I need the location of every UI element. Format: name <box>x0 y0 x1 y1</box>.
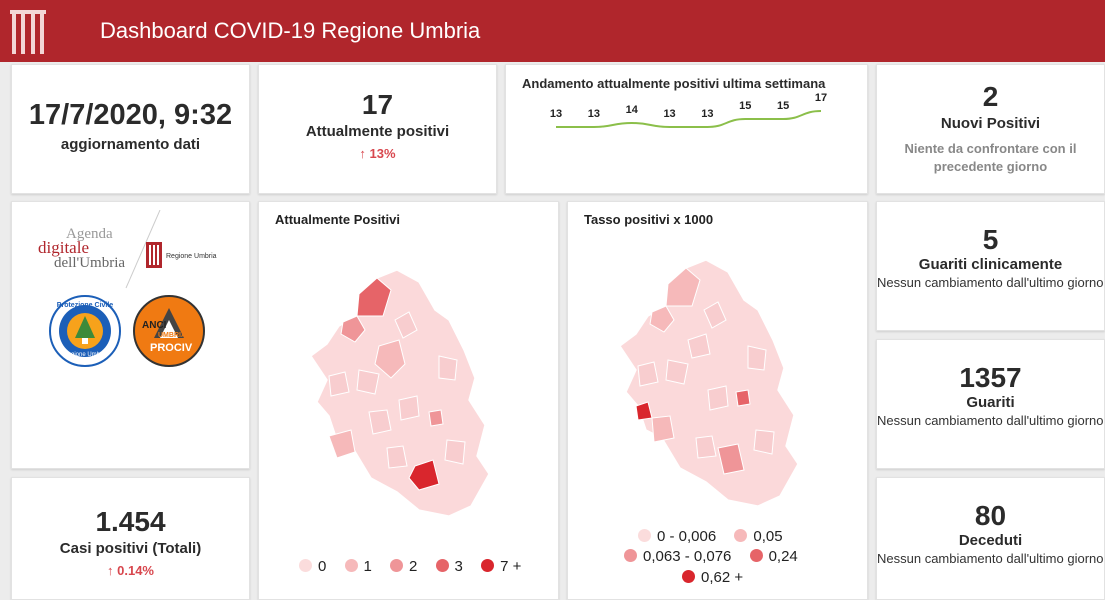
regione-umbria-logo: Regione Umbria <box>146 242 217 268</box>
recovered-card: 1357 Guariti Nessun cambiamento dall'ult… <box>876 339 1105 469</box>
deceased-note: Nessun cambiamento dall'ultimo giorno <box>877 551 1104 566</box>
legend-item: 0 - 0,006 <box>638 528 716 545</box>
trend-point-label: 13 <box>550 108 562 120</box>
trend-line <box>555 110 822 128</box>
trend-point-label: 17 <box>815 92 827 104</box>
total-value: 1.454 <box>95 506 166 537</box>
recovered-value: 1357 <box>959 362 1022 393</box>
map-rate-title: Tasso positivi x 1000 <box>584 212 714 227</box>
protezione-civile-logo <box>49 295 121 367</box>
update-datetime: 17/7/2020, 9:32 <box>28 99 233 131</box>
update-card: 17/7/2020, 9:32 aggiornamento dati <box>11 64 250 194</box>
prociv-text: PROCIV <box>150 342 193 354</box>
arrow-up-icon: ↑ <box>107 563 114 578</box>
total-card: 1.454 Casi positivi (Totali) ↑ 0.14% <box>11 477 250 600</box>
new-positive-note: Niente da confrontare con il precedente … <box>904 141 1077 174</box>
umbria-coat-icon <box>10 10 46 54</box>
umbria-coat-small-icon <box>146 242 162 268</box>
deceased-card: 80 Deceduti Nessun cambiamento dall'ulti… <box>876 477 1105 600</box>
legend-item: 2 <box>390 558 417 575</box>
trend-title: Andamento attualmente positivi ultima se… <box>522 76 826 91</box>
trend-point-label: 13 <box>701 108 713 120</box>
umbria-map-rate[interactable] <box>608 250 838 510</box>
map-positive-title: Attualmente Positivi <box>275 212 400 227</box>
total-label: Casi positivi (Totali) <box>59 540 202 557</box>
page-title: Dashboard COVID-19 Regione Umbria <box>100 18 481 43</box>
active-card: 17 Attualmente positivi ↑ 13% <box>258 64 497 194</box>
protezione-civile-subtext: Regione Umbria <box>63 352 107 358</box>
trend-point-label: 13 <box>588 108 600 120</box>
recovered-note: Nessun cambiamento dall'ultimo giorno <box>877 413 1104 428</box>
trend-point-label: 15 <box>739 100 751 112</box>
recovered-clinical-value: 5 <box>982 224 999 255</box>
trend-point-label: 15 <box>777 100 789 112</box>
map-positive-legend: 0 1 2 3 7 + <box>299 558 535 575</box>
protezione-civile-text: Protezione Civile <box>56 302 114 309</box>
active-label: Attualmente positivi <box>305 123 450 140</box>
arrow-up-icon: ↑ <box>359 146 366 161</box>
trend-card: Andamento attualmente positivi ultima se… <box>505 64 868 194</box>
legend-item: 0,62 + <box>682 569 743 586</box>
anci-umbria-logo <box>133 295 205 367</box>
new-positive-value: 2 <box>982 81 999 112</box>
recovered-clinical-label: Guariti clinicamente <box>918 256 1063 273</box>
umbria-map-positive[interactable] <box>299 260 529 520</box>
update-label: aggiornamento dati <box>60 136 201 153</box>
new-positive-card: 2 Nuovi Positivi Niente da confrontare c… <box>876 64 1105 194</box>
legend-item: 0 <box>299 558 326 575</box>
legend-item: 0,05 <box>734 528 783 545</box>
map-rate-legend-row3: 0,62 + <box>682 569 757 586</box>
legend-item: 1 <box>344 558 372 575</box>
header-bar: Dashboard COVID-19 Regione Umbria <box>0 0 1105 62</box>
recovered-clinical-card: 5 Guariti clinicamente Nessun cambiament… <box>876 201 1105 331</box>
map-rate-legend: 0 - 0,006 0,05 <box>638 528 797 545</box>
trend-point-label: 13 <box>663 108 675 120</box>
deceased-label: Deceduti <box>958 532 1023 549</box>
trend-point-label: 14 <box>626 104 639 116</box>
anci-text: ANCI <box>142 320 167 331</box>
recovered-label: Guariti <box>966 394 1015 411</box>
legend-item: 7 + <box>481 558 521 575</box>
legend-item: 0,063 - 0,076 <box>624 548 731 565</box>
total-delta: 0.14% <box>117 563 154 578</box>
trend-sparkline: 13 13 14 13 13 15 15 17 <box>550 92 827 128</box>
map-positive-card: Attualmente Positivi 0 1 2 3 7 + <box>258 201 559 600</box>
anci-umbria-text: UMBRIA <box>158 332 186 339</box>
new-positive-label: Nuovi Positivi <box>940 115 1041 132</box>
deceased-value: 80 <box>974 500 1007 531</box>
logo-divider <box>125 210 161 289</box>
map-rate-card: Tasso positivi x 1000 0 - 0,006 0,05 0,0… <box>567 201 868 600</box>
legend-item: 3 <box>435 558 463 575</box>
logos-card: Agenda digitale dell'Umbria Regione Umbr… <box>11 201 250 469</box>
active-delta: 13% <box>369 146 396 161</box>
active-value: 17 <box>361 89 394 120</box>
recovered-clinical-note: Nessun cambiamento dall'ultimo giorno <box>877 275 1104 290</box>
legend-item: 0,24 <box>749 548 798 565</box>
map-rate-legend-row2: 0,063 - 0,076 0,24 <box>624 548 812 565</box>
